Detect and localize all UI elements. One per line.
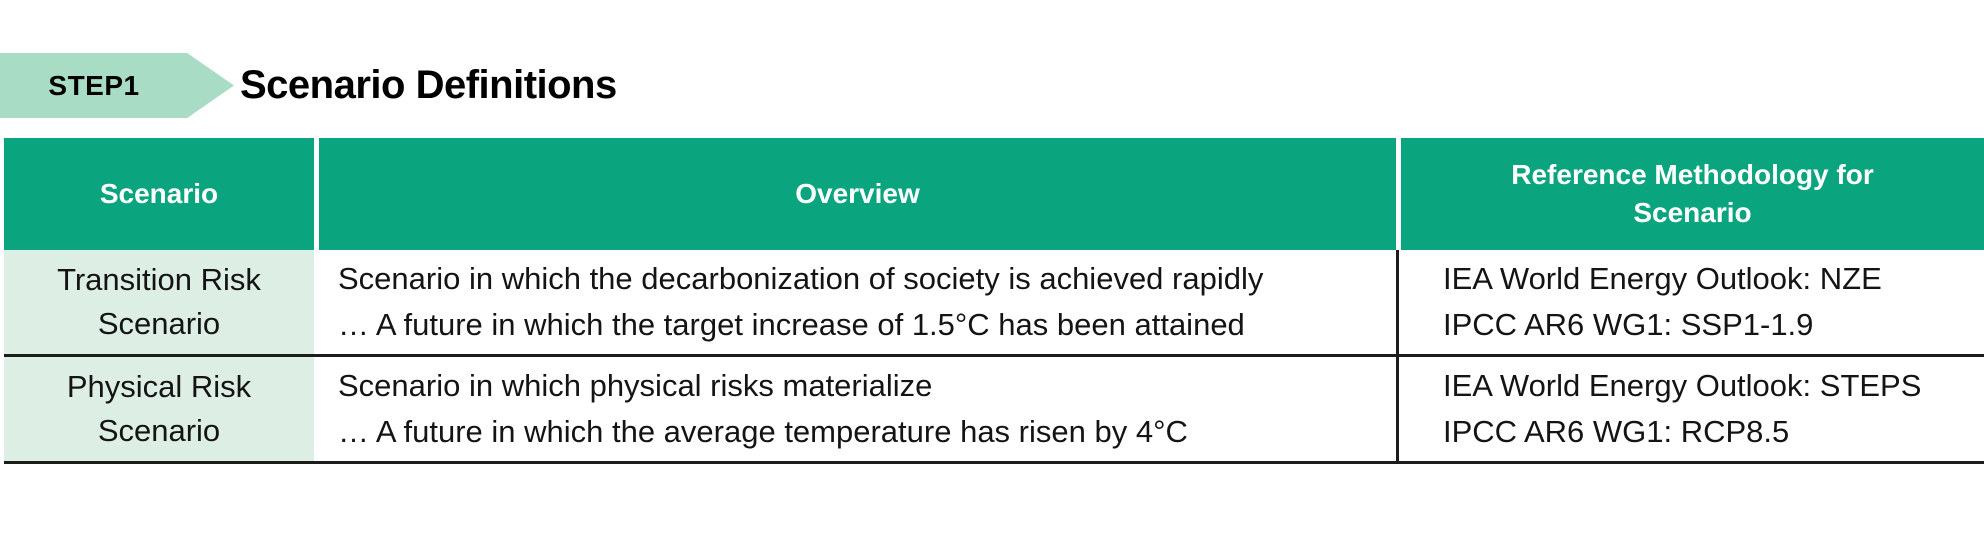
column-header-scenario: Scenario	[4, 138, 314, 250]
page-title: Scenario Definitions	[240, 63, 617, 107]
reference-line: IEA World Energy Outlook: NZE	[1443, 261, 1882, 296]
scenario-name-cell: Physical Risk Scenario	[4, 357, 314, 461]
overview-line: Scenario in which physical risks materia…	[338, 368, 933, 403]
scenario-definitions-table: Scenario Overview Reference Methodology …	[4, 138, 1984, 464]
step1-badge-label: STEP1	[48, 69, 140, 101]
column-header-overview: Overview	[314, 138, 1396, 250]
reference-line: IEA World Energy Outlook: STEPS	[1443, 368, 1922, 403]
overview-line: … A future in which the target increase …	[338, 307, 1245, 342]
table-row-transition-risk: Transition Risk Scenario Scenario in whi…	[4, 250, 1984, 357]
reference-line: IPCC AR6 WG1: RCP8.5	[1443, 414, 1790, 449]
table-row-physical-risk: Physical Risk Scenario Scenario in which…	[4, 357, 1984, 464]
scenario-name-cell: Transition Risk Scenario	[4, 250, 314, 354]
table-header-row: Scenario Overview Reference Methodology …	[4, 138, 1984, 250]
overview-cell: Scenario in which the decarbonization of…	[314, 250, 1396, 354]
title-row: STEP1 Scenario Definitions	[0, 0, 1984, 118]
overview-line: Scenario in which the decarbonization of…	[338, 261, 1264, 296]
reference-methodology-cell: IEA World Energy Outlook: NZE IPCC AR6 W…	[1396, 250, 1984, 354]
overview-line: … A future in which the average temperat…	[338, 414, 1188, 449]
reference-line: IPCC AR6 WG1: SSP1-1.9	[1443, 307, 1814, 342]
overview-cell: Scenario in which physical risks materia…	[314, 357, 1396, 461]
column-header-reference-methodology: Reference Methodology for Scenario	[1396, 138, 1984, 250]
step1-arrow-badge: STEP1	[0, 53, 234, 118]
reference-methodology-cell: IEA World Energy Outlook: STEPS IPCC AR6…	[1396, 357, 1984, 461]
